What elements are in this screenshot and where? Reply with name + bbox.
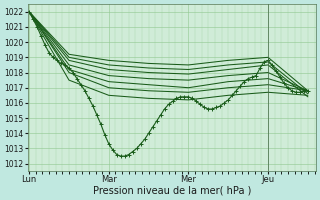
X-axis label: Pression niveau de la mer( hPa ): Pression niveau de la mer( hPa ) (92, 186, 251, 196)
